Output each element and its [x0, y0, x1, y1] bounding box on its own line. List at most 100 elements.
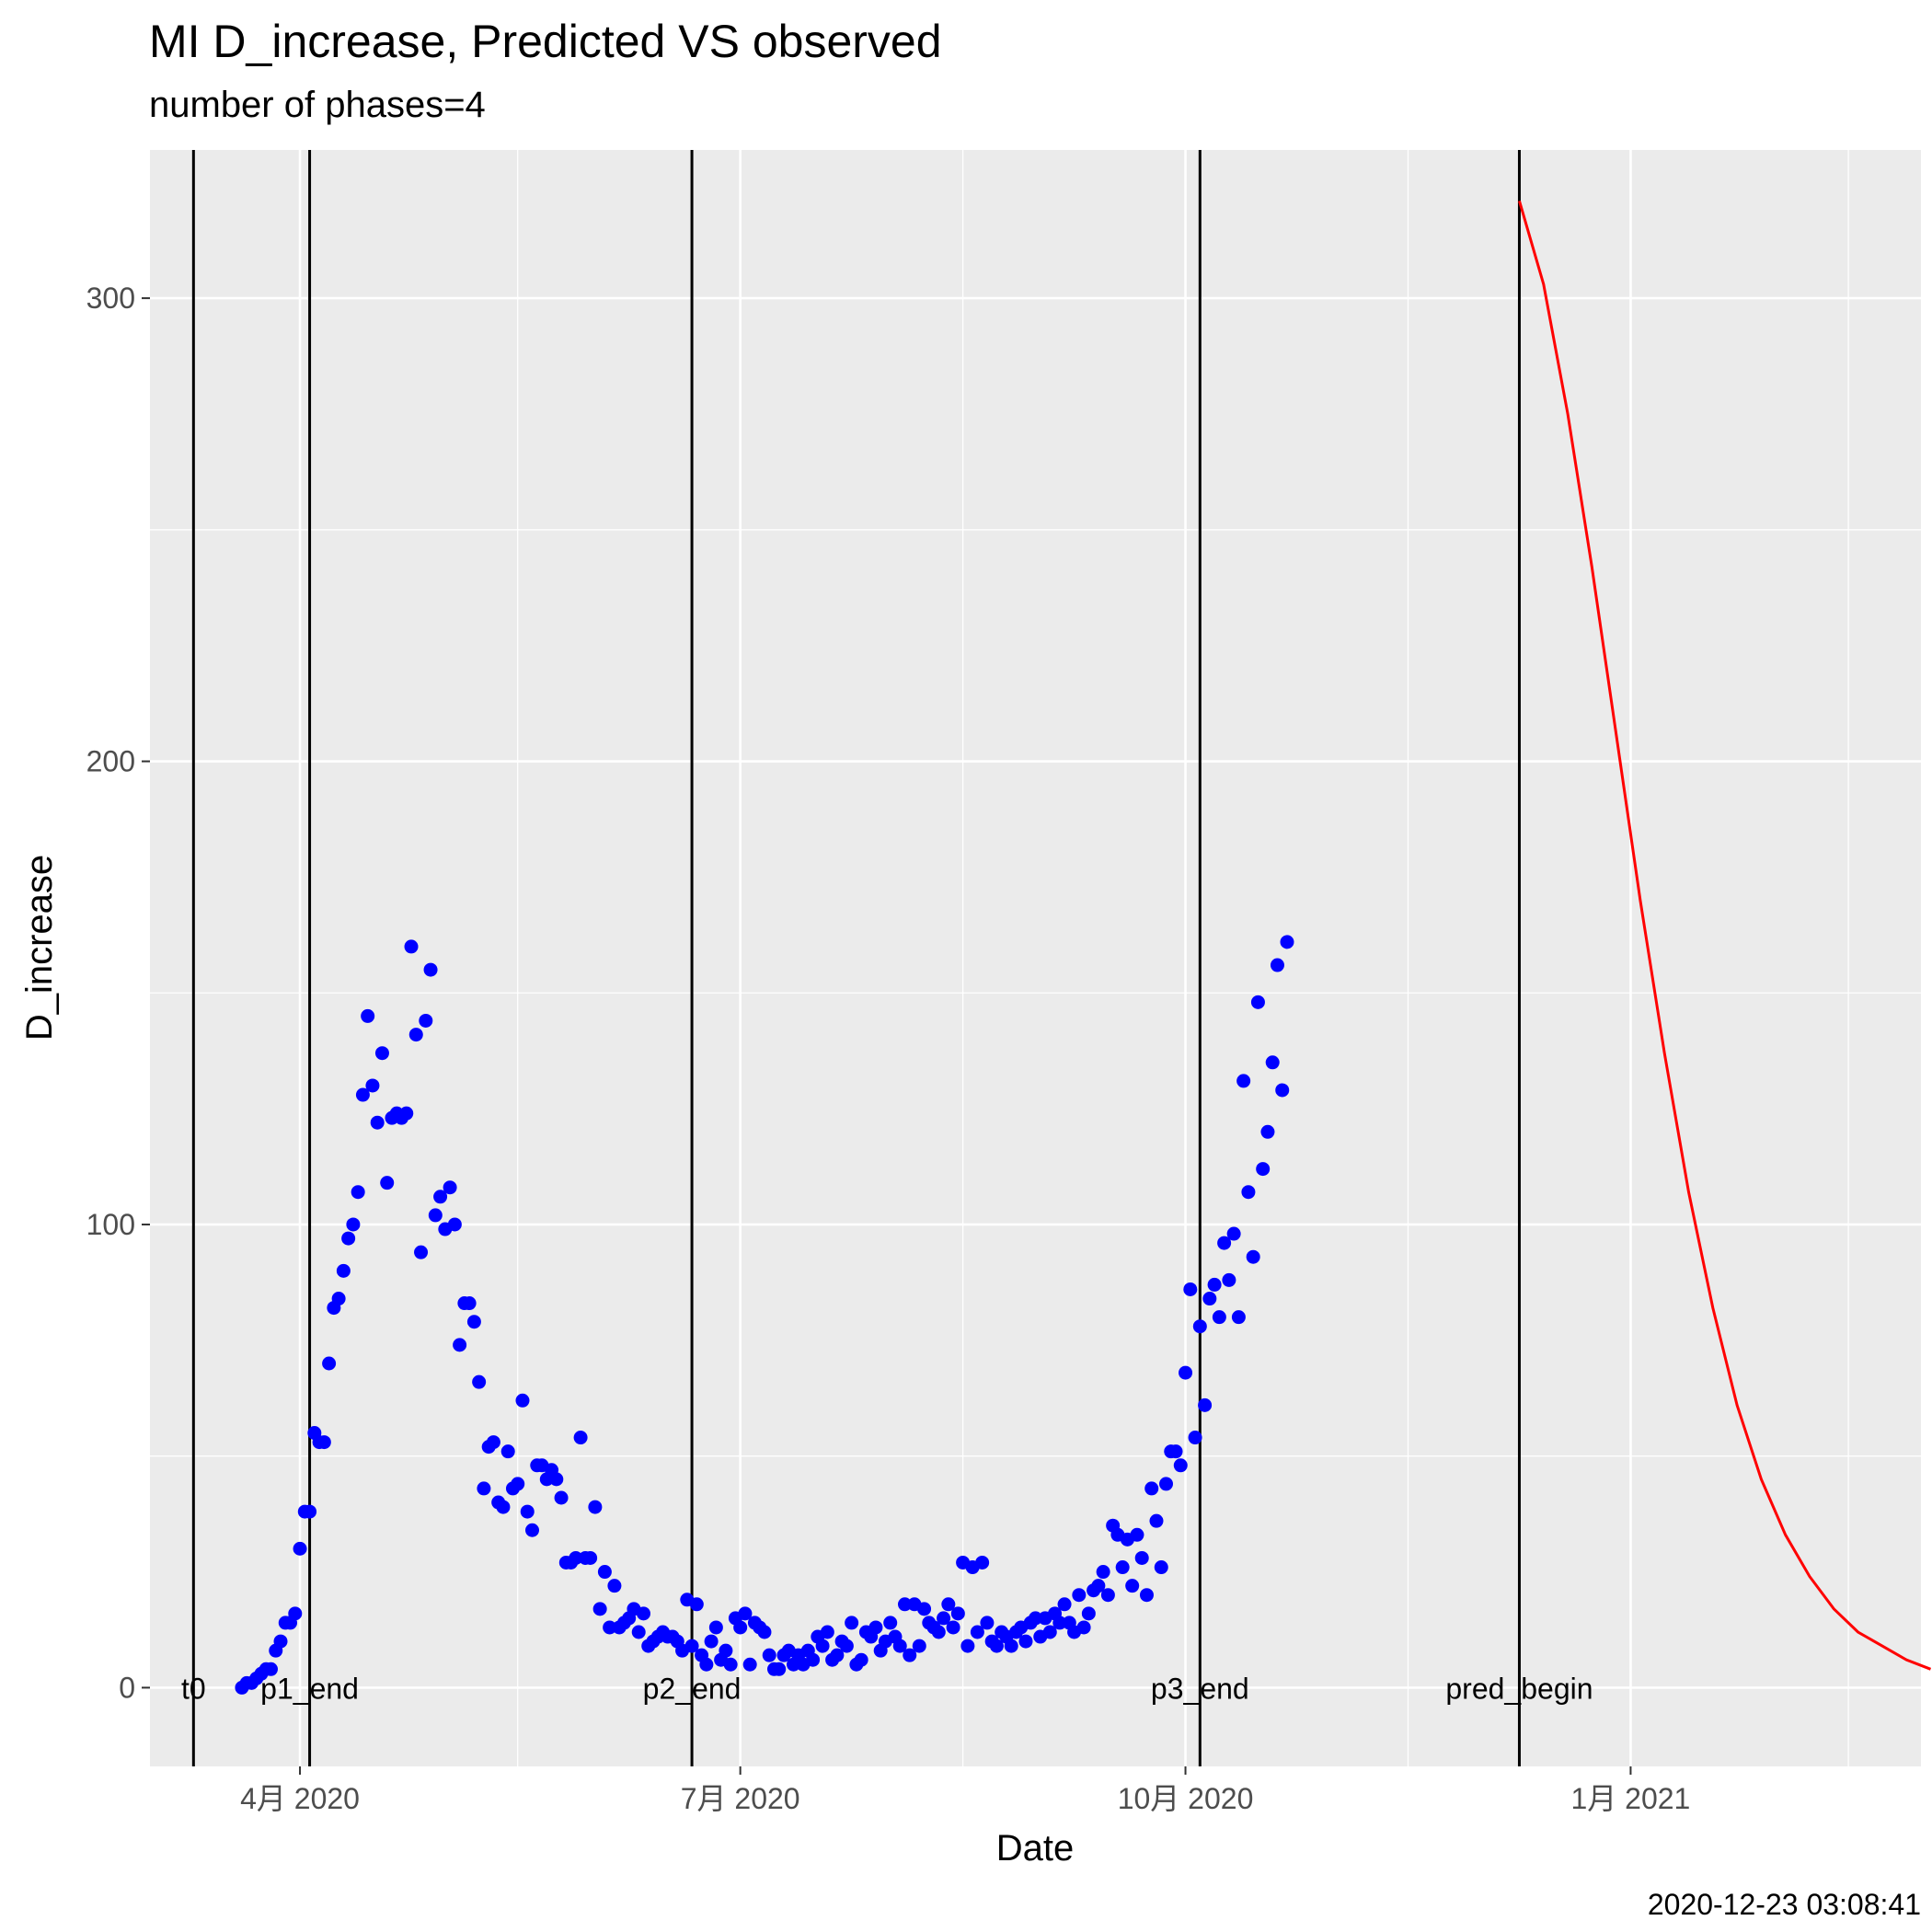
observed-point	[472, 1374, 487, 1389]
observed-point	[477, 1481, 491, 1496]
observed-point	[1226, 1226, 1241, 1241]
phase-label: p2_end	[643, 1672, 742, 1705]
observed-point	[1125, 1579, 1140, 1593]
observed-point	[1115, 1560, 1130, 1575]
observed-point	[453, 1338, 467, 1352]
observed-point	[1096, 1565, 1110, 1580]
minor-grid	[150, 150, 1921, 1766]
observed-point	[1250, 995, 1265, 1009]
x-tick-label: 10月 2020	[1118, 1782, 1254, 1815]
observed-point	[815, 1639, 830, 1653]
observed-point	[592, 1602, 607, 1616]
y-tick-label: 300	[86, 282, 135, 315]
observed-point	[355, 1087, 370, 1102]
observed-point	[937, 1611, 951, 1626]
observed-point	[917, 1602, 932, 1616]
observed-point	[762, 1648, 776, 1662]
observed-point	[950, 1606, 965, 1621]
x-axis-title: Date	[996, 1828, 1075, 1869]
observed-point	[486, 1435, 500, 1450]
timestamp: 2020-12-23 03:08:41	[1647, 1888, 1921, 1921]
observed-point	[1207, 1277, 1222, 1292]
observed-point	[946, 1620, 960, 1635]
observed-point	[404, 939, 419, 954]
observed-point	[1100, 1588, 1115, 1603]
observed-point	[443, 1180, 457, 1195]
observed-point	[603, 1620, 617, 1635]
observed-point	[1029, 1611, 1042, 1626]
chart-title: MI D_increase, Predicted VS observed	[149, 16, 942, 67]
observed-point	[433, 1190, 448, 1204]
observed-point	[1144, 1481, 1159, 1496]
observed-point	[293, 1541, 307, 1556]
phase-label: p3_end	[1151, 1672, 1249, 1705]
observed-point	[423, 962, 438, 977]
observed-point	[772, 1662, 787, 1676]
observed-point	[361, 1008, 375, 1023]
observed-point	[1217, 1236, 1232, 1250]
observed-point	[1042, 1625, 1057, 1639]
observed-point	[689, 1597, 704, 1612]
observed-point	[336, 1263, 351, 1278]
observed-point	[631, 1625, 646, 1639]
observed-point	[263, 1662, 278, 1676]
y-tick-label: 0	[119, 1671, 135, 1704]
observed-point	[1091, 1579, 1106, 1593]
observed-point	[723, 1657, 738, 1672]
observed-point	[462, 1296, 477, 1311]
observed-point	[549, 1472, 564, 1487]
observed-point	[351, 1185, 365, 1200]
observed-point	[733, 1620, 748, 1635]
observed-point	[569, 1550, 583, 1565]
observed-point	[341, 1231, 356, 1246]
phase-lines: t0 p1_end p2_end p3_end pred_begin	[181, 150, 1593, 1766]
observed-point	[970, 1625, 984, 1639]
observed-point	[897, 1597, 912, 1612]
observed-point	[1192, 1319, 1207, 1334]
chart-subtitle: number of phases=4	[149, 85, 486, 125]
observed-point	[1188, 1431, 1202, 1445]
observed-point	[989, 1639, 1004, 1653]
observed-point	[684, 1639, 699, 1653]
observed-point	[636, 1606, 650, 1621]
observed-point	[941, 1597, 956, 1612]
observed-point	[1270, 958, 1284, 972]
observed-point	[806, 1652, 821, 1667]
observed-point	[1076, 1620, 1091, 1635]
observed-point	[1256, 1162, 1271, 1177]
y-tick-label: 200	[86, 745, 135, 778]
observed-point	[719, 1643, 733, 1658]
observed-point	[1202, 1292, 1217, 1306]
observed-point	[868, 1620, 883, 1635]
observed-point	[1149, 1513, 1164, 1528]
y-axis: 0 100 200 300	[86, 282, 150, 1704]
observed-point	[757, 1625, 772, 1639]
observed-point	[1231, 1310, 1246, 1325]
observed-point	[365, 1078, 380, 1093]
phase-label: p1_end	[260, 1672, 359, 1705]
observed-point	[419, 1013, 433, 1028]
observed-point	[1168, 1444, 1183, 1459]
observed-point	[1004, 1639, 1018, 1653]
x-tick-label: 1月 2021	[1570, 1782, 1690, 1815]
observed-point	[1018, 1634, 1033, 1649]
observed-point	[525, 1523, 540, 1537]
observed-point	[975, 1555, 990, 1570]
x-tick-label: 4月 2020	[240, 1782, 360, 1815]
observed-point	[830, 1648, 845, 1662]
phase-label: pred_begin	[1445, 1672, 1593, 1705]
observed-point	[845, 1616, 859, 1630]
observed-point	[588, 1500, 603, 1514]
predicted-line	[1518, 200, 1932, 1671]
observed-point	[303, 1504, 317, 1519]
observed-point	[322, 1356, 337, 1371]
observed-point	[820, 1625, 834, 1639]
observed-point	[912, 1639, 926, 1653]
observed-point	[854, 1652, 868, 1667]
observed-point	[1280, 935, 1294, 949]
observed-point	[883, 1616, 898, 1630]
observed-point	[288, 1606, 303, 1621]
observed-point	[573, 1431, 588, 1445]
observed-point	[1260, 1124, 1275, 1139]
